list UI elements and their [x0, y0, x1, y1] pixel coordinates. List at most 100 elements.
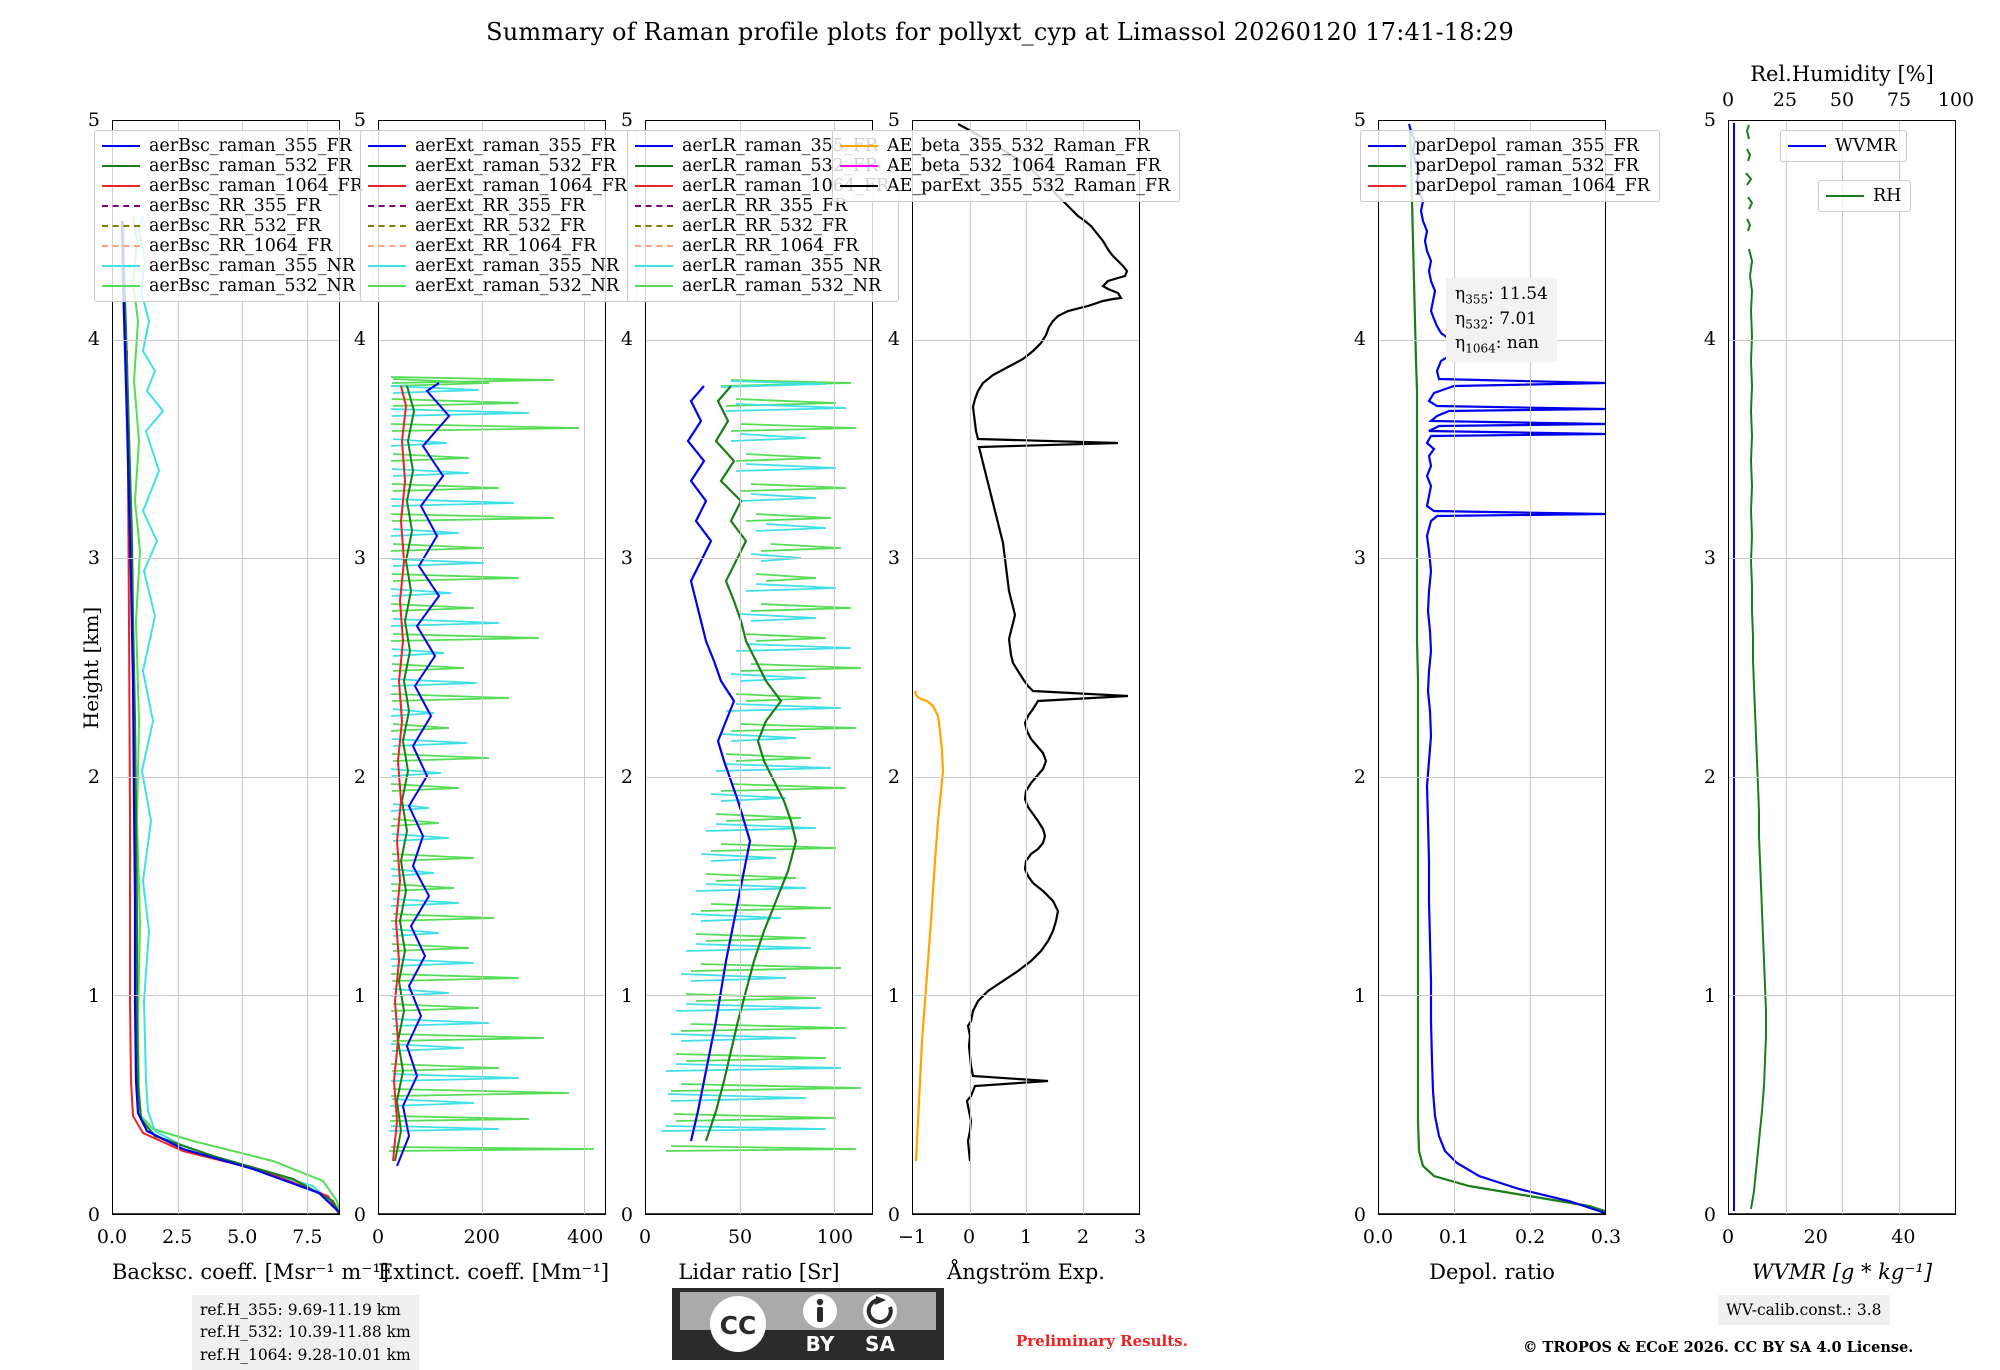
y-tick-0: 0	[1703, 1204, 1716, 1226]
y-tick-5: 5	[87, 109, 100, 131]
preliminary-results-note: Preliminary Results.	[1016, 1332, 1188, 1350]
panel-backscatter: Height [km] 5 4 3 2 1 0 0.0 2.5 5.0 7.5 …	[79, 109, 389, 1284]
legend-label: aerExt_raman_532_NR	[415, 275, 620, 296]
x-tick-1: 0.1	[1438, 1226, 1470, 1248]
legend-swatch	[1826, 195, 1864, 197]
eta-532-symbol: η	[1455, 308, 1466, 329]
plot-area-angstrom	[912, 120, 1140, 1215]
x-tick-0: −1	[897, 1226, 927, 1248]
y-tick-2: 2	[87, 766, 100, 788]
x-axis-title-backscatter: Backsc. coeff. [Msr⁻¹ m⁻¹]	[112, 1260, 389, 1284]
eta-1064-symbol: η	[1455, 333, 1466, 354]
legend-label: aerLR_raman_532_FR	[682, 155, 879, 176]
top-axis-title-rh: Rel.Humidity [%]	[1750, 62, 1934, 86]
legend-wvmr[interactable]: WVMR	[1780, 130, 1907, 162]
legend-depol[interactable]: parDepol_raman_355_FR parDepol_raman_532…	[1360, 130, 1660, 202]
plot-area-wvmr	[1728, 120, 1956, 1215]
y-tick-5: 5	[1703, 109, 1716, 131]
legend-swatch	[1788, 145, 1826, 147]
x-axis-title-depol: Depol. ratio	[1429, 1260, 1555, 1284]
legend-label: aerLR_RR_1064_FR	[682, 235, 859, 256]
x-axis-title-extinction: Extinct. coeff. [Mm⁻¹]	[378, 1260, 610, 1284]
eta-355-symbol: η	[1455, 284, 1466, 304]
plot-area-backscatter	[112, 120, 340, 1215]
legend-swatch	[368, 145, 406, 147]
eta-1064-value: nan	[1506, 333, 1539, 354]
legend-label: aerLR_raman_355_FR	[682, 135, 879, 156]
y-tick-1: 1	[1703, 985, 1716, 1007]
y-tick-4: 4	[87, 328, 100, 350]
x-tick-1: 0	[962, 1226, 976, 1248]
legend-backscatter[interactable]: aerBsc_raman_355_FR aerBsc_raman_532_FR …	[94, 130, 373, 302]
cc-glyph: CC	[720, 1311, 757, 1340]
legend-label: AE_beta_355_532_Raman_FR	[887, 135, 1150, 156]
x-tick-3: 0.3	[1590, 1226, 1622, 1248]
y-tick-5: 5	[887, 109, 900, 131]
legend-label: aerBsc_raman_532_FR	[149, 155, 352, 176]
legend-swatch	[368, 185, 406, 187]
legend-swatch	[840, 145, 878, 147]
y-tick-2: 2	[887, 766, 900, 788]
legend-angstrom[interactable]: AE_beta_355_532_Raman_FR AE_beta_532_106…	[832, 130, 1181, 202]
cc-by-glyph: BY	[806, 1332, 835, 1356]
y-tick-5: 5	[620, 109, 633, 131]
top-tick-2: 50	[1829, 89, 1855, 111]
y-tick-3: 3	[353, 547, 366, 569]
eta-355-sub: 355	[1465, 292, 1489, 307]
series-backscatter	[113, 215, 339, 1214]
x-tick-2: 5.0	[227, 1226, 258, 1248]
x-tick-0: 0	[371, 1226, 385, 1248]
x-tick-1: 50	[727, 1226, 753, 1248]
y-tick-0: 0	[1353, 1204, 1366, 1226]
eta-1064-sub: 1064	[1465, 341, 1496, 356]
top-tick-0: 0	[1721, 89, 1735, 111]
legend-swatch	[635, 165, 673, 167]
eta-355-value: 11.54	[1499, 284, 1548, 304]
y-tick-0: 0	[887, 1204, 900, 1226]
wv-calibration-note: WV-calib.const.: 3.8	[1718, 1295, 1890, 1326]
legend-label: aerExt_RR_532_FR	[415, 215, 586, 236]
eta-532-row: η532: 7.01	[1455, 308, 1538, 331]
y-axis-title: Height [km]	[79, 606, 104, 729]
legend-swatch	[368, 245, 406, 247]
legend-label: aerExt_RR_355_FR	[415, 195, 586, 216]
cc-badge-icon: CC BY SA	[672, 1288, 944, 1360]
legend-label: AE_parExt_355_532_Raman_FR	[887, 175, 1171, 196]
legend-swatch	[368, 285, 406, 287]
eta-355-row: η355: 11.54	[1455, 284, 1548, 307]
legend-swatch	[1368, 185, 1406, 187]
legend-swatch	[368, 205, 406, 207]
legend-rh[interactable]: RH	[1818, 180, 1912, 212]
reference-heights-note: ref.H_355: 9.69-11.19 km ref.H_532: 10.3…	[192, 1295, 419, 1370]
legend-label: aerBsc_raman_355_FR	[149, 135, 352, 156]
legend-swatch	[102, 185, 140, 187]
y-tick-2: 2	[353, 766, 366, 788]
legend-label: aerLR_raman_355_NR	[682, 255, 882, 276]
legend-label: AE_beta_532_1064_Raman_FR	[887, 155, 1161, 176]
page-title: Summary of Raman profile plots for polly…	[486, 18, 1514, 46]
y-tick-4: 4	[353, 328, 366, 350]
legend-swatch	[635, 145, 673, 147]
y-tick-0: 0	[87, 1204, 100, 1226]
y-tick-2: 2	[620, 766, 633, 788]
legend-label: RH	[1873, 185, 1902, 206]
legend-extinction[interactable]: aerExt_raman_355_FR aerExt_raman_532_FR …	[360, 130, 638, 302]
plot-area-extinction	[378, 120, 606, 1215]
series-depol	[1379, 123, 1605, 1214]
cc-license-badge[interactable]: CC BY SA	[672, 1288, 944, 1360]
legend-swatch	[635, 225, 673, 227]
legend-swatch	[102, 225, 140, 227]
x-tick-2: 0.2	[1514, 1226, 1546, 1248]
legend-label: aerLR_RR_532_FR	[682, 215, 848, 236]
y-tick-3: 3	[1353, 547, 1366, 569]
top-tick-3: 75	[1886, 89, 1912, 111]
panel-depol: 5 4 3 2 1 0 0.0 0.1 0.2 0.3 Depol. ratio…	[1354, 109, 1660, 1284]
y-tick-4: 4	[620, 328, 633, 350]
legend-swatch	[1368, 145, 1406, 147]
legend-swatch	[102, 165, 140, 167]
eta-532-value: 7.01	[1499, 308, 1538, 329]
legend-label: aerLR_RR_355_FR	[682, 195, 848, 216]
legend-swatch	[368, 225, 406, 227]
legend-swatch	[1368, 165, 1406, 167]
legend-label: parDepol_raman_532_FR	[1415, 155, 1639, 176]
